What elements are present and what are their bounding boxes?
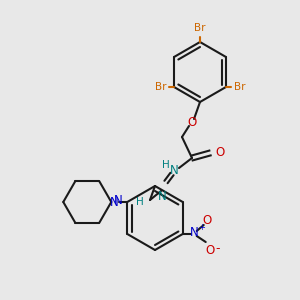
Text: O: O [188,116,196,128]
Text: N: N [169,164,178,176]
Text: Br: Br [234,82,245,92]
Text: -: - [215,242,220,256]
Text: +: + [198,223,205,232]
Text: O: O [202,214,211,227]
Text: N: N [114,194,123,208]
Text: Br: Br [154,82,166,92]
Text: N: N [158,190,166,203]
Text: Br: Br [194,23,206,33]
Text: O: O [205,244,214,256]
Text: H: H [136,197,144,207]
Text: O: O [215,146,224,160]
Text: N: N [190,226,199,239]
Text: N: N [110,196,119,208]
Text: H: H [162,160,170,170]
